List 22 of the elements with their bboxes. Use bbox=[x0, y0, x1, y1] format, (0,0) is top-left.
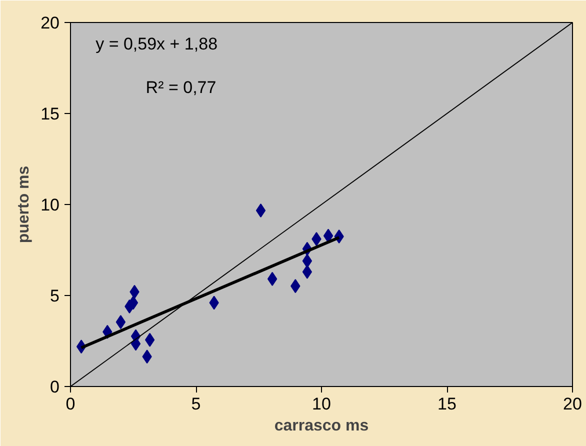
point bbox=[144, 332, 155, 347]
annotation: R² = 0,77 bbox=[146, 78, 216, 98]
point bbox=[116, 315, 126, 330]
point bbox=[256, 204, 266, 218]
x-tick-label: 5 bbox=[191, 394, 201, 414]
x-tick-label: 15 bbox=[438, 394, 456, 414]
point bbox=[302, 264, 312, 279]
y-tick-label: 15 bbox=[40, 104, 60, 124]
y-tick-label: 10 bbox=[40, 196, 60, 214]
point bbox=[302, 254, 312, 268]
point bbox=[128, 296, 138, 310]
point bbox=[323, 228, 334, 243]
y-tick-label: 20 bbox=[40, 14, 60, 32]
y-tick-label: 5 bbox=[50, 286, 60, 306]
x-tick-label: 0 bbox=[66, 394, 76, 414]
point bbox=[267, 272, 278, 286]
x-tick-label: 10 bbox=[312, 394, 331, 414]
y-tick-label: 0 bbox=[50, 378, 60, 396]
x-axis-title: carrasco ms bbox=[274, 418, 369, 434]
x-tick-label: 20 bbox=[563, 394, 582, 414]
y-axis-title: puerto ms bbox=[16, 166, 33, 244]
annotation: y = 0,59x + 1,88 bbox=[96, 34, 218, 54]
